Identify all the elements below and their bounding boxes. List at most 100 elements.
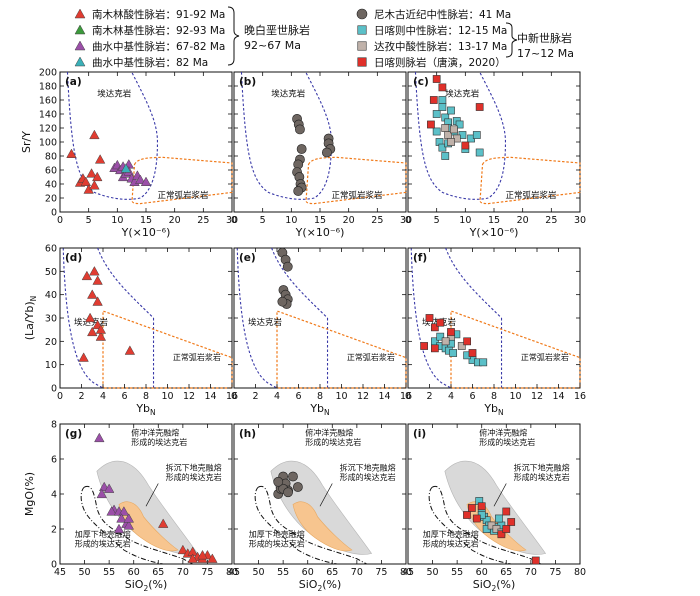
data-point <box>207 553 218 563</box>
data-point <box>95 324 107 334</box>
x-tick-label: 65 <box>152 567 164 578</box>
y-tick-label: 60 <box>45 244 57 255</box>
data-point <box>431 344 439 353</box>
x-tick-label: 8 <box>491 391 497 402</box>
data-point <box>95 331 107 341</box>
legend-label: 尼木古近纪中性脉岩：41 Ma <box>374 8 511 21</box>
x-tick-label: 5 <box>260 215 266 226</box>
x-tick-label: 0 <box>231 391 237 402</box>
thickened-crust-boundary <box>432 485 541 565</box>
legend-label: 南木林基性脉岩：92-93 Ma <box>92 24 225 37</box>
y-tick-label: 0 <box>51 560 57 571</box>
data-point <box>321 147 332 158</box>
adakite-field-outline <box>236 247 278 389</box>
y-tick-label: 20 <box>45 194 57 205</box>
x-tick-label: 70 <box>351 567 363 578</box>
data-point <box>432 75 441 83</box>
label-leader <box>493 483 507 507</box>
thickened-label: 加厚下地壳融熔 <box>249 529 305 539</box>
data-point <box>113 523 125 534</box>
x-tick-label: 12 <box>183 391 195 402</box>
legend-bracket-left <box>227 6 240 66</box>
x-tick-label: 10 <box>509 391 521 402</box>
y-tick-label: 20 <box>45 337 57 348</box>
x-axis-label-sub: 2 <box>143 584 148 593</box>
x-tick-label: 15 <box>314 215 326 226</box>
arc-label: 正常弧岩浆岩 <box>173 352 221 362</box>
y-axis-label: Sr/Y <box>20 131 33 153</box>
data-point <box>87 289 98 299</box>
subducted-label: 俯冲洋壳融熔 <box>305 427 353 437</box>
x-tick-label: 14 <box>204 391 216 402</box>
y-tick-label: 2 <box>51 525 57 536</box>
x-axis-label-sub: N <box>498 408 504 417</box>
adakite-field-outline <box>271 247 328 319</box>
y-tick-label: 30 <box>45 314 57 325</box>
y-tick-label: 0 <box>51 384 57 395</box>
delaminated-label: 形成的埃达克岩 <box>166 472 222 482</box>
subducted-label: 俯冲洋壳融熔 <box>131 427 179 437</box>
y-tick-label: 50 <box>45 267 57 278</box>
x-tick-label: 6 <box>295 391 301 402</box>
data-point <box>441 337 450 346</box>
x-axis-label: YbN <box>309 402 329 417</box>
x-axis-label: Y(×10⁻⁶) <box>295 226 345 239</box>
data-point <box>477 502 486 511</box>
subducted-label: 俯冲洋壳融熔 <box>479 427 527 437</box>
data-point <box>507 518 516 526</box>
thickened-label: 加厚下地壳融熔 <box>75 529 131 539</box>
legend-marker <box>74 24 86 35</box>
x-tick-label: 70 <box>525 567 537 578</box>
data-point <box>84 312 96 323</box>
delaminated-label: 拆沉下地壳融熔 <box>166 462 222 472</box>
subducted-crust-field <box>444 460 547 555</box>
y-tick-label: 40 <box>45 180 57 191</box>
data-point <box>277 296 288 307</box>
x-tick-label: 70 <box>177 567 189 578</box>
x-tick-label: 8 <box>143 391 149 402</box>
panel-i: 俯冲洋壳融熔形成的埃达克岩拆沉下地壳融熔形成的埃达克岩加厚下地壳融熔形成的埃达克… <box>402 423 586 593</box>
data-point <box>273 476 284 487</box>
data-point <box>89 180 100 190</box>
data-point <box>438 103 447 111</box>
arc-label: 正常弧岩浆岩 <box>157 190 209 201</box>
delaminated-label: 拆沉下地壳融熔 <box>340 462 396 472</box>
x-tick-label: 16 <box>226 391 238 402</box>
data-point <box>463 337 471 346</box>
adakite-label: 埃达克岩 <box>445 89 480 100</box>
data-point <box>140 176 152 186</box>
data-point <box>118 506 130 516</box>
x-axis-label: SiO2(%) <box>125 578 168 593</box>
y-tick-label: 160 <box>39 96 57 107</box>
legend-bracket-label: 中新世脉岩 <box>517 31 572 45</box>
y-tick-label: 140 <box>39 110 57 121</box>
thickened-label: 加厚下地壳融熔 <box>423 529 479 539</box>
panel-label: (g) <box>65 428 82 440</box>
y-tick-label: 200 <box>39 68 57 79</box>
x-tick-label: 15 <box>488 215 500 226</box>
subducted-label: 形成的埃达克岩 <box>131 437 187 447</box>
legend-bracket-label: 晚白垩世脉岩 <box>244 23 310 37</box>
x-tick-label: 45 <box>54 567 66 578</box>
x-tick-label: 20 <box>343 215 355 226</box>
subducted-label: 形成的埃达克岩 <box>479 437 535 447</box>
data-point <box>89 266 100 276</box>
x-tick-label: 50 <box>253 567 265 578</box>
data-point <box>449 349 458 357</box>
legend-marker <box>74 40 86 51</box>
data-point <box>80 176 92 186</box>
data-point <box>94 432 105 443</box>
thickened-crust-boundary <box>258 485 367 565</box>
x-tick-label: 0 <box>57 391 63 402</box>
x-tick-label: 30 <box>226 215 238 226</box>
x-tick-label: 45 <box>402 567 414 578</box>
legend-bracket-label: 92~67 Ma <box>244 39 301 52</box>
x-tick-label: 80 <box>400 567 412 578</box>
panel-label: (h) <box>239 428 256 440</box>
data-point <box>116 513 127 523</box>
adakite-field-outline <box>410 247 452 389</box>
data-point <box>425 314 434 322</box>
legend-label: 曲水中基性脉岩：67-82 Ma <box>92 40 225 53</box>
